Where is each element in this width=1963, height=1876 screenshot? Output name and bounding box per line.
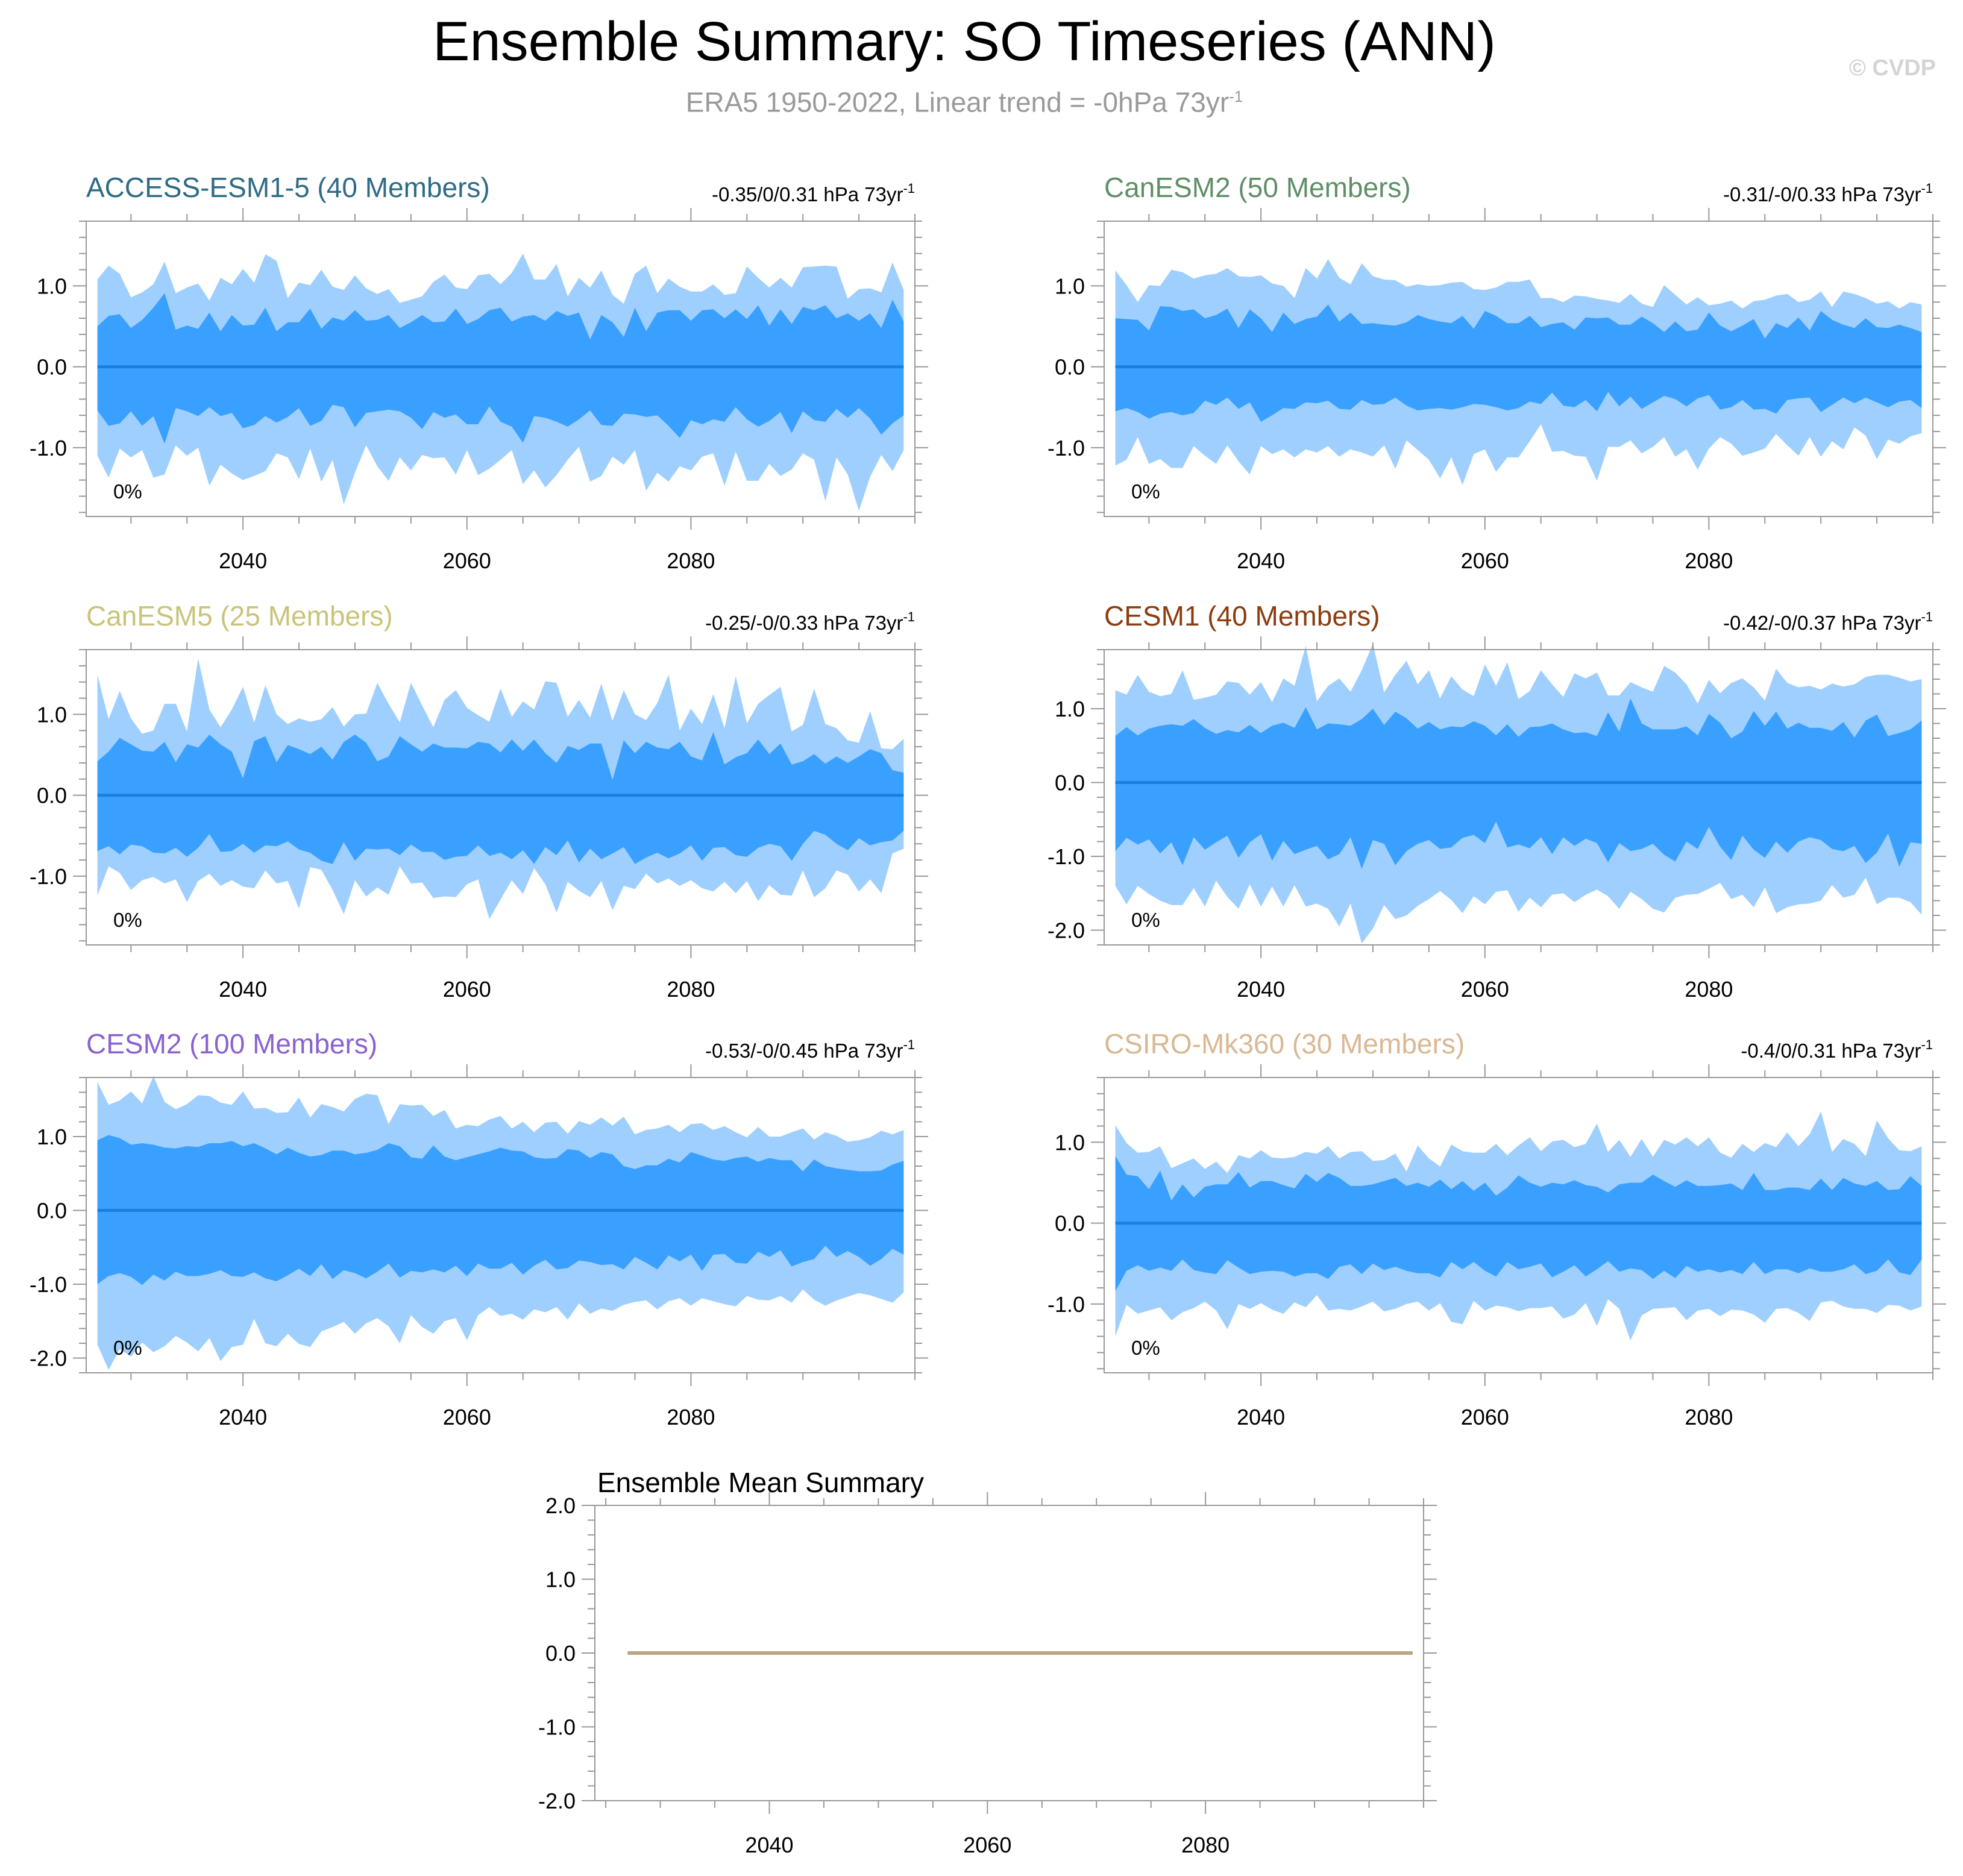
page-subtitle: ERA5 1950-2022, Linear trend = -0hPa 73y…: [0, 78, 1929, 120]
plot-frame: [86, 649, 916, 946]
trend-range-text: -0.25/-0/0.33 hPa 73yr: [705, 612, 903, 634]
chart-panel-4: CESM1 (40 Members) -0.42/-0/0.37 hPa 73yr…: [1047, 600, 1946, 1002]
y-tick-label: 1.0: [545, 1567, 576, 1592]
x-tick-label: 2080: [1181, 1833, 1230, 1857]
y-tick-label: 0.0: [545, 1641, 576, 1666]
x-tick-label: 2060: [443, 977, 491, 1002]
trend-range-text: -0.35/0/0.31 hPa 73yr: [712, 183, 903, 205]
y-tick-label: 1.0: [1055, 697, 1085, 721]
x-tick-label: 2040: [219, 548, 267, 573]
cvdp-watermark: © CVDP: [1848, 55, 1936, 81]
trend-range-text: -0.31/-0/0.33 hPa 73yr: [1723, 183, 1921, 205]
y-tick-label: -1.0: [30, 1272, 67, 1297]
x-tick-label: 2080: [667, 1405, 715, 1429]
y-tick-label: 0.0: [37, 355, 67, 380]
x-tick-label: 2060: [443, 1405, 491, 1429]
y-tick-label: -2.0: [30, 1346, 67, 1371]
chart-panel-7: Ensemble Mean Summary 2040 2060 2080 -2.0 -1.…: [538, 1467, 1437, 1857]
x-tick-label: 2060: [963, 1833, 1011, 1857]
y-tick-label: -1.0: [1047, 436, 1085, 460]
y-tick-label: 0.0: [1055, 355, 1085, 380]
subtitle-superscript: -1: [1229, 87, 1243, 105]
y-tick-label: 1.0: [37, 1125, 67, 1149]
trend-range-label: -0.31/-0/0.33 hPa 73yr-1: [1723, 181, 1933, 205]
y-tick-label: 0.0: [37, 783, 67, 808]
plot-frame: [1104, 221, 1933, 517]
y-tick-label: 1.0: [37, 702, 67, 727]
x-tick-label: 2040: [745, 1833, 793, 1857]
panel-title: ACCESS-ESM1-5 (40 Members): [86, 172, 490, 203]
chart-panel-6: CSIRO-Mk360 (30 Members) -0.4/0/0.31 hPa …: [1047, 1028, 1946, 1429]
chart-panel-1: ACCESS-ESM1-5 (40 Members) -0.35/0/0.31 h…: [30, 172, 928, 573]
inner-range-band: [97, 732, 904, 864]
percent-label: 0%: [113, 1337, 142, 1359]
trend-range-superscript: -1: [1921, 1037, 1933, 1052]
trend-range-superscript: -1: [1921, 609, 1933, 624]
y-tick-label: -1.0: [1047, 1292, 1085, 1317]
x-tick-label: 2080: [667, 548, 715, 573]
percent-label: 0%: [113, 909, 142, 931]
x-tick-label: 2060: [1461, 977, 1509, 1002]
x-tick-label: 2080: [1685, 548, 1733, 573]
trend-range-text: -0.4/0/0.31 hPa 73yr: [1741, 1040, 1921, 1062]
panel-title: CanESM5 (25 Members): [86, 600, 393, 632]
panel-title: CESM2 (100 Members): [86, 1028, 377, 1059]
y-tick-label: 0.0: [1055, 771, 1085, 795]
x-tick-label: 2080: [667, 977, 715, 1002]
trend-range-text: -0.53/-0/0.45 hPa 73yr: [705, 1040, 903, 1062]
y-tick-label: -2.0: [1047, 918, 1085, 943]
trend-range-text: -0.42/-0/0.37 hPa 73yr: [1723, 612, 1921, 634]
inner-range-band: [1115, 304, 1922, 422]
trend-range-superscript: -1: [1921, 181, 1933, 196]
y-tick-label: 1.0: [37, 274, 67, 298]
x-tick-label: 2080: [1685, 977, 1733, 1002]
trend-range-superscript: -1: [903, 181, 915, 196]
trend-range-label: -0.53/-0/0.45 hPa 73yr-1: [705, 1037, 915, 1062]
trend-range-label: -0.42/-0/0.37 hPa 73yr-1: [1723, 609, 1933, 634]
y-tick-label: 0.0: [1055, 1211, 1085, 1236]
x-tick-label: 2040: [219, 1405, 267, 1429]
y-tick-label: -1.0: [30, 864, 67, 889]
x-tick-label: 2060: [1461, 1405, 1509, 1429]
y-tick-label: -1.0: [30, 436, 67, 460]
chart-panel-5: CESM2 (100 Members) -0.53/-0/0.45 hPa 73y…: [30, 1028, 928, 1429]
percent-label: 0%: [1131, 909, 1160, 931]
panel-title: CSIRO-Mk360 (30 Members): [1104, 1028, 1465, 1059]
x-tick-label: 2040: [219, 977, 267, 1002]
y-tick-label: 0.0: [37, 1199, 67, 1223]
x-tick-label: 2060: [1461, 548, 1509, 573]
y-tick-label: 1.0: [1055, 1130, 1085, 1155]
page-title: Ensemble Summary: SO Timeseries (ANN): [433, 11, 1496, 72]
plot-frame: [86, 221, 916, 517]
panel-title: Ensemble Mean Summary: [597, 1467, 924, 1498]
panel-title: CanESM2 (50 Members): [1104, 172, 1411, 203]
inner-range-band: [97, 293, 904, 444]
percent-label: 0%: [1131, 1337, 1160, 1359]
y-tick-label: 2.0: [545, 1493, 576, 1518]
x-tick-label: 2040: [1237, 977, 1285, 1002]
trend-range-superscript: -1: [903, 1037, 915, 1052]
trend-range-label: -0.25/-0/0.33 hPa 73yr-1: [705, 609, 915, 634]
x-tick-label: 2040: [1237, 1405, 1285, 1429]
trend-range-label: -0.35/0/0.31 hPa 73yr-1: [712, 181, 915, 205]
percent-label: 0%: [113, 480, 142, 503]
y-tick-label: -1.0: [538, 1715, 576, 1740]
y-tick-label: 1.0: [1055, 274, 1085, 298]
plot-frame: [1104, 1077, 1933, 1373]
chart-panel-3: CanESM5 (25 Members) -0.25/-0/0.33 hPa 73…: [30, 600, 928, 1002]
x-tick-label: 2080: [1685, 1405, 1733, 1429]
panel-title: CESM1 (40 Members): [1104, 600, 1380, 632]
chart-panel-2: CanESM2 (50 Members) -0.31/-0/0.33 hPa 73…: [1047, 172, 1946, 573]
trend-range-label: -0.4/0/0.31 hPa 73yr-1: [1741, 1037, 1933, 1062]
trend-range-superscript: -1: [903, 609, 915, 624]
subtitle-text: ERA5 1950-2022, Linear trend = -0hPa 73y…: [685, 86, 1230, 118]
y-tick-label: -1.0: [1047, 844, 1085, 869]
percent-label: 0%: [1131, 480, 1160, 503]
y-tick-label: -2.0: [538, 1789, 576, 1813]
x-tick-label: 2040: [1237, 548, 1285, 573]
x-tick-label: 2060: [443, 548, 491, 573]
